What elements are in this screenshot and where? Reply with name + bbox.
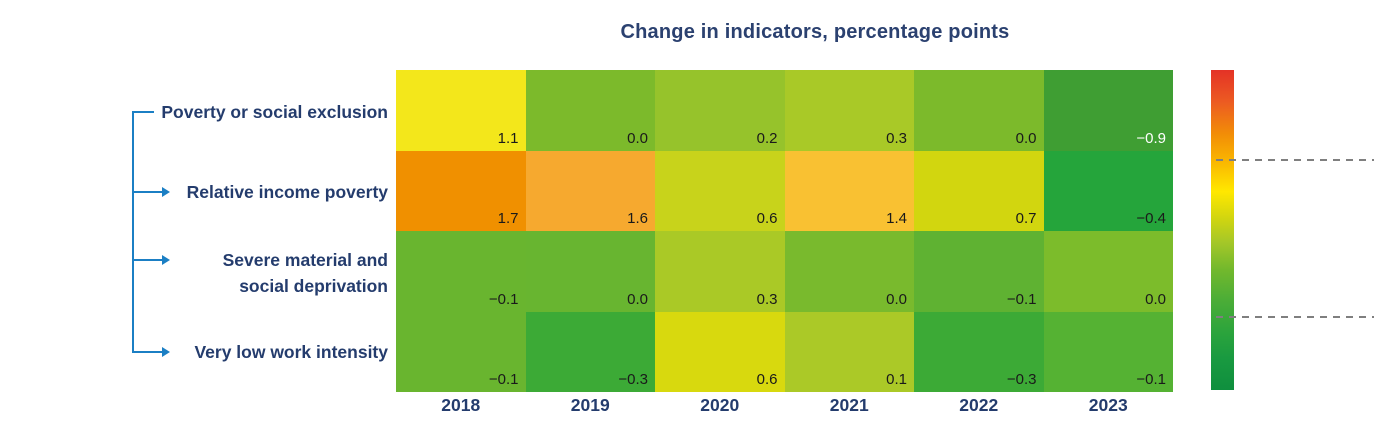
cell-value: 0.3 (756, 290, 778, 308)
heatmap-cell: −0.3 (525, 311, 655, 392)
colorbar-gradient (1211, 70, 1234, 390)
cell-value: −0.3 (618, 371, 648, 388)
x-tick-label: 2020 (700, 395, 740, 415)
heatmap-cell: 0.0 (1043, 231, 1173, 312)
cell-value: −0.9 (1136, 129, 1166, 147)
heatmap-cell: 1.1 (396, 70, 526, 151)
threshold-dashed-line (1216, 158, 1374, 161)
cell-value: 1.1 (497, 129, 519, 147)
heatmap-cell: 0.0 (525, 70, 655, 151)
cell-value: 0.6 (756, 371, 778, 388)
row-label: Very low work intensity (194, 342, 388, 362)
x-tick-label: 2023 (1088, 395, 1128, 415)
heatmap-cell: 0.7 (914, 150, 1044, 231)
hierarchy-bracket-arm (132, 191, 163, 193)
arrow-right-icon (162, 347, 170, 357)
cell-value: 0.0 (627, 129, 648, 147)
heatmap-cell: 0.0 (914, 70, 1044, 151)
heatmap-grid: 1.1 0.0 0.2 0.3 0.0 −0.9 1.7 1.6 0.6 1.4 0.7 −0.4 −0… (396, 70, 1173, 392)
cell-value: 0.3 (886, 129, 907, 147)
cell-value: 1.4 (886, 210, 907, 227)
cell-value: −0.4 (1136, 210, 1166, 227)
x-axis: 2018 2019 2020 2021 2022 2023 (396, 395, 1173, 416)
heatmap-cell: 1.4 (784, 150, 914, 231)
heatmap-cell: −0.3 (914, 311, 1044, 392)
cell-value: 0.1 (886, 371, 907, 388)
row-label: Relative income poverty (186, 182, 388, 202)
cell-value: −0.1 (1006, 290, 1037, 308)
hierarchy-bracket-vertical-line (132, 111, 134, 353)
x-tick-label: 2022 (959, 395, 999, 415)
threshold-dashed-line (1216, 316, 1374, 319)
cell-value: 1.6 (627, 210, 648, 227)
cell-value: −0.3 (1006, 371, 1037, 388)
row-label: Severe material and social deprivation (222, 250, 388, 296)
cell-value: 0.7 (1015, 210, 1037, 227)
cell-value: −0.1 (488, 371, 519, 388)
x-tick-label: 2018 (441, 395, 481, 415)
heatmap-cell: 0.0 (525, 231, 655, 312)
heatmap-cell: −0.1 (396, 231, 526, 312)
heatmap-cell: 0.3 (655, 231, 785, 312)
heatmap-cell: −0.1 (1043, 311, 1173, 392)
row-label: Poverty or social exclusion (161, 102, 388, 122)
heatmap-cell: −0.1 (914, 231, 1044, 312)
arrow-right-icon (162, 187, 170, 197)
chart-title: Change in indicators, percentage points (620, 21, 1010, 43)
cell-value: −0.1 (488, 290, 519, 308)
arrow-right-icon (162, 255, 170, 265)
cell-value: 0.0 (1145, 290, 1166, 308)
heatmap-cell: 0.6 (655, 150, 785, 231)
hierarchy-bracket-arm (132, 111, 154, 113)
hierarchy-bracket-arm (132, 351, 163, 353)
cell-value: 0.0 (1015, 129, 1037, 147)
heatmap-cell: 1.7 (396, 150, 526, 231)
heatmap-cell: 0.2 (655, 70, 785, 151)
heatmap-cell: 0.0 (784, 231, 914, 312)
heatmap-cell: 0.6 (655, 311, 785, 392)
heatmap-cell: −0.1 (396, 311, 526, 392)
cell-value: 1.7 (497, 210, 519, 227)
cell-value: 0.2 (756, 129, 778, 147)
heatmap-cell: 1.6 (525, 150, 655, 231)
heatmap-cell: −0.9 (1043, 70, 1173, 151)
heatmap-cell: 0.3 (784, 70, 914, 151)
cell-value: 0.6 (756, 210, 778, 227)
cell-value: −0.1 (1136, 371, 1166, 388)
cell-value: 0.0 (627, 290, 648, 308)
x-tick-label: 2021 (829, 395, 869, 415)
heatmap-cell: 0.1 (784, 311, 914, 392)
hierarchy-bracket-arm (132, 259, 163, 261)
heatmap-cell: −0.4 (1043, 150, 1173, 231)
cell-value: 0.0 (886, 290, 907, 308)
x-tick-label: 2019 (570, 395, 610, 415)
